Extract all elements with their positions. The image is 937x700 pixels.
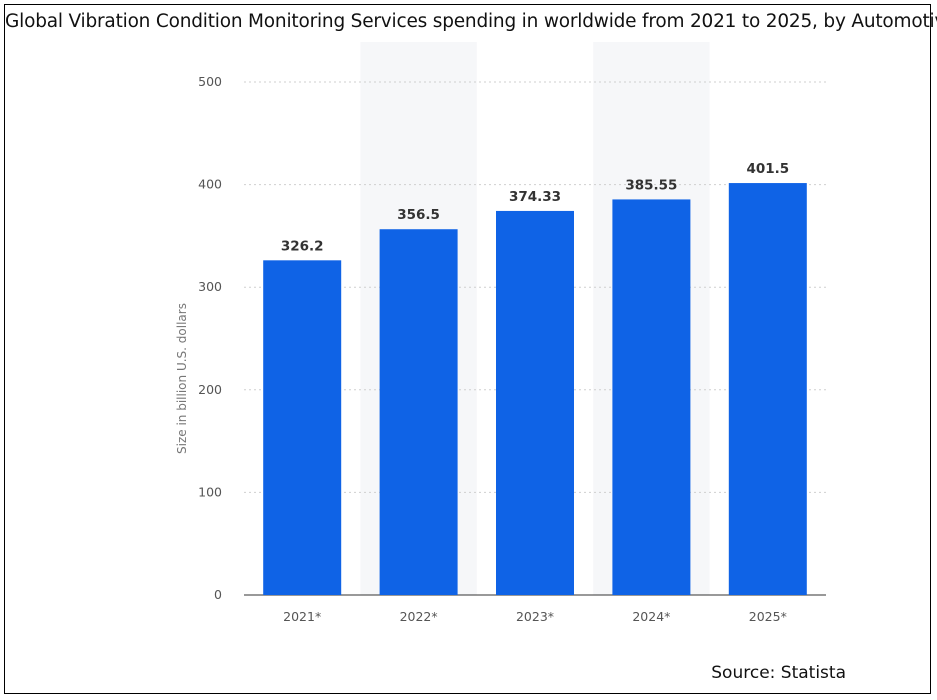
x-tick-label: 2025*	[749, 609, 787, 624]
y-tick-label: 500	[198, 74, 222, 89]
y-axis-label: Size in billion U.S. dollars	[175, 303, 189, 454]
data-label: 326.2	[281, 238, 324, 254]
data-label: 401.5	[746, 161, 789, 177]
y-tick-label: 100	[198, 484, 222, 499]
y-axis-ticks: 0 100 200 300 400 500	[198, 74, 222, 602]
y-tick-label: 200	[198, 382, 222, 397]
bar-2023	[496, 210, 574, 595]
data-label: 374.33	[509, 189, 561, 205]
bar-2025	[728, 183, 807, 595]
y-tick-label: 400	[198, 177, 222, 192]
bar-2022	[379, 229, 458, 595]
bars	[263, 183, 807, 595]
chart-title: Global Vibration Condition Monitoring Se…	[5, 11, 937, 32]
x-axis-ticks: 2021* 2022* 2023* 2024* 2025*	[283, 609, 787, 624]
y-tick-label: 0	[214, 587, 222, 602]
data-labels: 326.2 356.5 374.33 385.55 401.5	[281, 161, 789, 254]
x-tick-label: 2022*	[400, 609, 438, 624]
y-tick-label: 300	[198, 279, 222, 294]
source-note: Source: Statista	[711, 663, 846, 683]
bar-2021	[263, 260, 342, 595]
x-tick-label: 2024*	[632, 609, 670, 624]
x-tick-label: 2021*	[283, 609, 321, 624]
data-label: 356.5	[397, 207, 440, 223]
bar-2024	[612, 199, 691, 595]
data-label: 385.55	[625, 177, 677, 193]
x-tick-label: 2023*	[516, 609, 554, 624]
